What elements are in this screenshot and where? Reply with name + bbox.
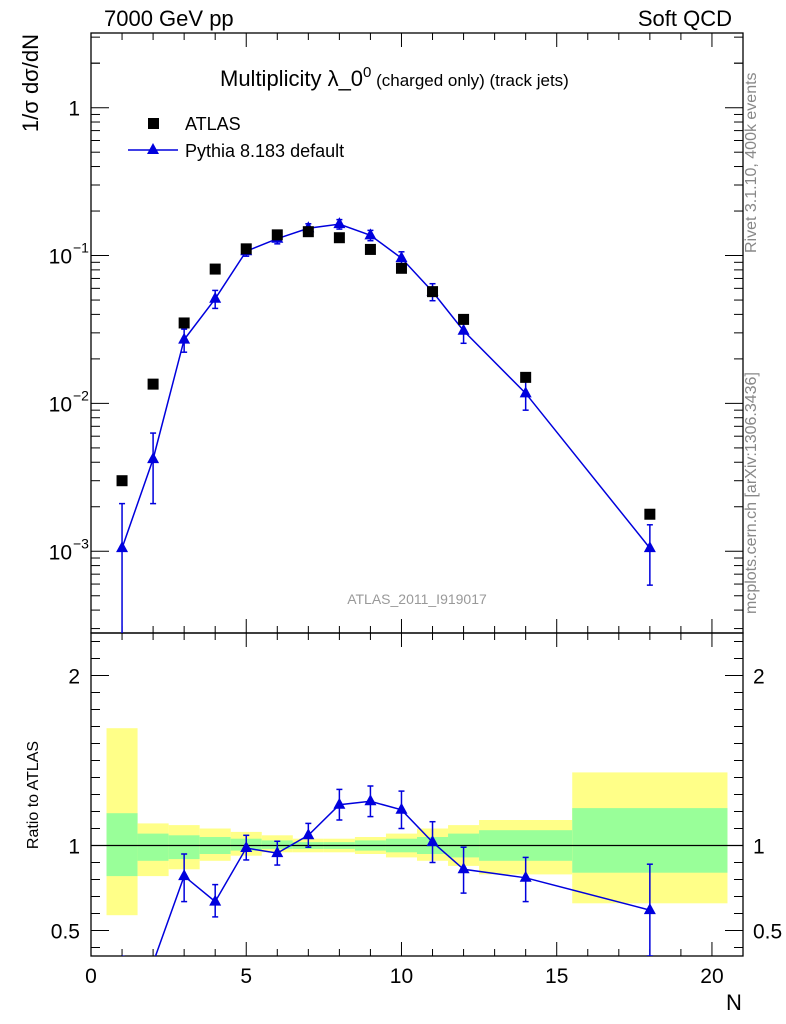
pythia-point <box>209 291 222 303</box>
legend-marker-pythia <box>147 143 159 154</box>
band-green-1 <box>137 833 169 861</box>
energy-label: 7000 GeV pp <box>104 6 234 31</box>
pythia-point <box>643 541 656 553</box>
pythia-point <box>395 251 408 263</box>
ratio-point <box>643 903 656 915</box>
atlas-point <box>147 378 159 390</box>
y-tick-exponent-2: −2 <box>73 387 89 403</box>
band-green-13 <box>572 808 728 873</box>
pythia-point <box>116 541 129 553</box>
legend-label-atlas: ATLAS <box>185 114 241 134</box>
atlas-point <box>116 475 128 487</box>
ratio-y-axis-label: Ratio to ATLAS <box>25 741 42 849</box>
atlas-point <box>240 243 252 255</box>
ratio-point <box>240 841 253 853</box>
atlas-point <box>178 317 190 329</box>
ratio-point <box>364 794 377 806</box>
ratio-point <box>209 894 222 906</box>
atlas-point <box>427 286 439 298</box>
ratio-point <box>395 802 408 814</box>
ratio-point <box>426 835 439 847</box>
plot-title: Multiplicity λ_00 (charged only) (track … <box>220 64 569 91</box>
x-axis-label: N <box>726 990 742 1015</box>
ratio-y-tick-label-left-0: 0.5 <box>51 921 80 944</box>
atlas-point <box>520 371 532 383</box>
analysis-id-label: ATLAS_2011_I919017 <box>347 591 487 607</box>
atlas-point <box>644 508 656 520</box>
legend-label-pythia: Pythia 8.183 default <box>185 141 344 161</box>
x-tick-label-1: 5 <box>240 965 252 988</box>
ratio-point <box>457 862 470 874</box>
atlas-point <box>333 232 345 244</box>
ratio-y-tick-label-left-1: 1 <box>68 836 80 859</box>
ratio-series-group <box>122 785 656 956</box>
plot-title-suffix: (charged only) (track jets) <box>371 71 568 90</box>
ratio-point <box>178 869 191 881</box>
band-green-2 <box>168 835 200 860</box>
x-tick-label-2: 10 <box>390 965 413 988</box>
atlas-point <box>209 263 221 275</box>
band-green-0 <box>106 813 138 877</box>
pythia-point <box>333 217 346 229</box>
y-tick-label-3: 10 <box>49 541 72 564</box>
atlas-point <box>364 243 376 255</box>
rivet-info-label: Rivet 3.1.10, 400k events <box>743 72 760 253</box>
ratio-point <box>271 846 284 858</box>
pythia-series-line <box>121 223 651 549</box>
site-reference-label: mcplots.cern.ch [arXiv:1306.3436] <box>743 372 760 614</box>
pythia-point <box>457 323 470 335</box>
pythia-point <box>178 332 191 344</box>
ratio-point <box>302 828 315 840</box>
main-y-axis-label: 1/σ dσ/dN <box>18 34 43 132</box>
ratio-y-tick-label-right-2: 2 <box>753 666 765 689</box>
ratio-point <box>519 870 532 882</box>
pythia-point <box>364 228 377 240</box>
pythia-point <box>519 386 532 398</box>
legend-marker-atlas <box>148 118 159 129</box>
ratio-y-tick-label-left-2: 2 <box>68 666 80 689</box>
pythia-point <box>147 452 160 464</box>
plot-title-sup: 0 <box>363 64 371 81</box>
atlas-point <box>302 226 314 238</box>
y-tick-label-1: 10 <box>49 246 72 269</box>
ratio-y-tick-label-right-1: 1 <box>753 836 765 859</box>
ratio-series-line <box>122 800 651 956</box>
ratio-point <box>333 797 346 809</box>
atlas-point <box>458 313 470 325</box>
y-tick-label-0: 1 <box>68 98 80 121</box>
atlas-point <box>395 262 407 274</box>
process-label: Soft QCD <box>637 6 732 31</box>
x-tick-label-4: 20 <box>700 965 723 988</box>
y-tick-label-2: 10 <box>49 393 72 416</box>
ratio-y-tick-label-right-0: 0.5 <box>753 921 782 944</box>
y-tick-exponent-1: −1 <box>73 240 89 256</box>
x-tick-label-0: 0 <box>85 965 97 988</box>
y-tick-exponent-3: −3 <box>73 535 89 551</box>
x-tick-label-3: 15 <box>545 965 568 988</box>
atlas-point <box>271 229 283 241</box>
